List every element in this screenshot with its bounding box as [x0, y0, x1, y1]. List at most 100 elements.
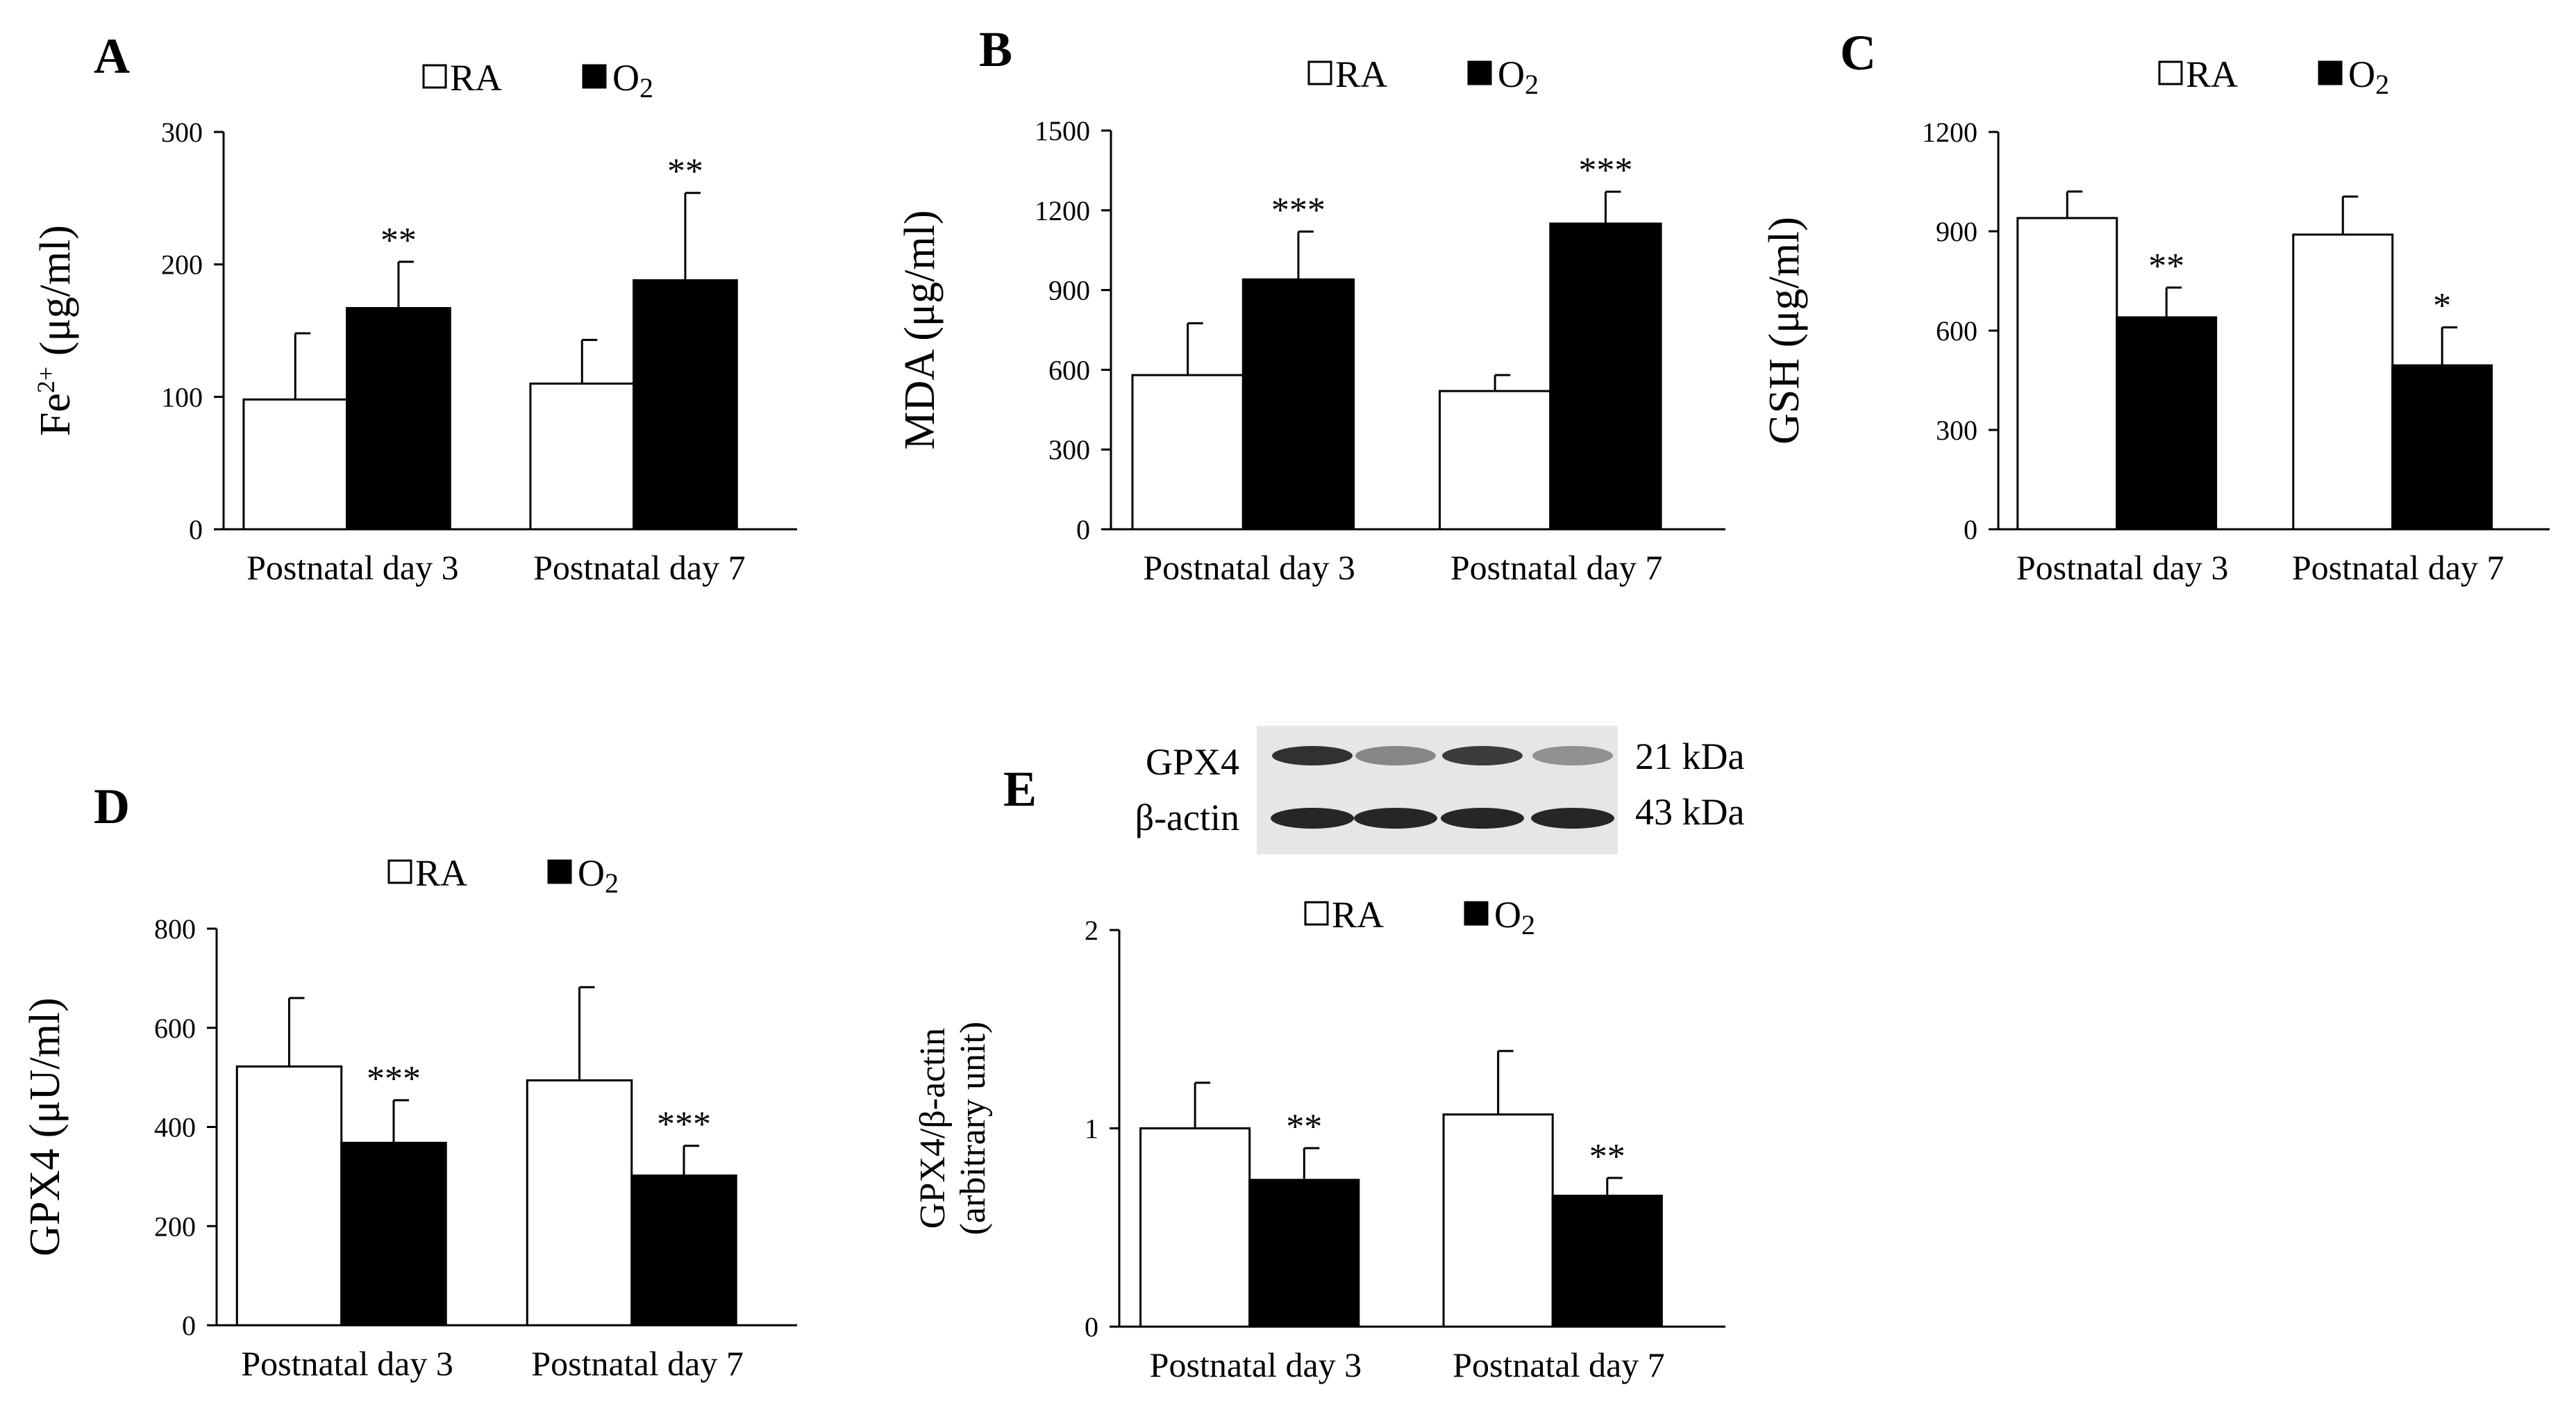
legend-label-o2: O2 — [1494, 894, 1535, 940]
y-tick-label: 0 — [189, 514, 203, 545]
legend-label-o2: O2 — [578, 852, 619, 899]
blot-band-actin — [1441, 808, 1524, 829]
y-axis-label-main: GPX4 (μU/ml) — [22, 997, 69, 1256]
blot-size-label: 43 kDa — [1635, 791, 1744, 833]
y-tick-label: 600 — [1048, 354, 1090, 385]
legend-label-ra: RA — [1332, 894, 1384, 936]
bar-o2-1 — [1241, 278, 1355, 531]
significance-label: ** — [1286, 1107, 1322, 1147]
legend-swatch-ra — [2158, 60, 2183, 85]
legend: RA O2 — [2158, 53, 2389, 100]
y-axis-label: GSH (μg/ml) — [1761, 217, 1808, 445]
legend-swatch-o2 — [1464, 901, 1489, 926]
y-tick-label: 2 — [1085, 915, 1098, 946]
bar-o2-2 — [1549, 222, 1662, 531]
y-axis-label-line2: (arbitrary unit) — [953, 1022, 993, 1236]
bar-ra-1 — [1131, 374, 1244, 531]
significance-label: ** — [667, 152, 703, 192]
y-tick-label: 0 — [1085, 1311, 1098, 1343]
legend-label-o2: O2 — [612, 57, 653, 103]
legend-label-o2-sub: 2 — [1521, 909, 1535, 940]
chart-panel-A: A 0 100 200 300 ** Postnatal day 3 ** Postnatal … — [32, 28, 797, 587]
legend-swatch-ra — [422, 64, 447, 89]
x-category-label: Postnatal day 7 — [1450, 548, 1663, 587]
bar-o2-2 — [630, 1174, 737, 1327]
blot-band-gpx4 — [1532, 746, 1613, 765]
bar-ra-1 — [235, 1065, 343, 1327]
legend-label-o2-main: O — [578, 852, 605, 894]
y-tick-label: 600 — [1936, 315, 1977, 347]
y-tick-label: 1200 — [1922, 117, 1977, 148]
x-category-label: Postnatal day 3 — [1150, 1345, 1362, 1384]
bar-ra-1 — [242, 398, 349, 531]
legend-label-o2: O2 — [1498, 53, 1539, 100]
x-category-label: Postnatal day 7 — [533, 548, 746, 587]
legend-swatch-ra — [1304, 901, 1329, 926]
x-category-label: Postnatal day 7 — [1453, 1345, 1665, 1384]
bar-o2-1 — [346, 307, 451, 531]
legend-label-o2-sub: 2 — [639, 72, 653, 103]
y-tick-label: 1200 — [1035, 195, 1090, 226]
significance-label: ** — [1589, 1137, 1625, 1177]
y-axis-label: MDA (μg/ml) — [896, 210, 944, 450]
blot-band-gpx4 — [1272, 746, 1353, 765]
y-tick-label: 0 — [182, 1310, 196, 1341]
x-category-label: Postnatal day 7 — [531, 1344, 744, 1383]
chart-panel-E: E 0 1 2 ** Postnatal day 3 ** Postnatal day 7 GP… — [913, 761, 1725, 1384]
significance-label: *** — [367, 1059, 421, 1099]
bar-ra-1 — [2016, 217, 2118, 531]
bar-ra-2 — [1442, 1113, 1554, 1328]
bar-ra-2 — [1438, 390, 1552, 531]
x-category-label: Postnatal day 3 — [241, 1344, 453, 1383]
chart-panel-C: C 0 300 600 900 1200 ** Postnatal day 3 * Postnat… — [1761, 25, 2550, 587]
significance-label: *** — [657, 1105, 711, 1145]
blot-band-gpx4 — [1442, 746, 1523, 765]
significance-label: ** — [380, 221, 417, 260]
y-tick-label: 300 — [1936, 415, 1977, 446]
legend: RA O2 — [1307, 53, 1539, 100]
x-category-label: Postnatal day 3 — [2016, 548, 2229, 587]
legend-label-ra: RA — [450, 57, 502, 99]
y-tick-label: 0 — [1076, 514, 1090, 545]
legend-label-o2-main: O — [1494, 894, 1521, 936]
y-tick-label: 300 — [1048, 434, 1090, 465]
chart-panel-D: D 0 200 400 600 800 *** Postnatal day 3 *** Postn… — [22, 779, 797, 1383]
legend-label-ra: RA — [415, 852, 467, 894]
blot-band-gpx4 — [1355, 746, 1436, 765]
bar-o2-2 — [1551, 1195, 1663, 1328]
significance-label: * — [2433, 286, 2451, 326]
y-axis-label-sup: 2+ — [32, 367, 60, 393]
y-tick-label: 0 — [1964, 514, 1977, 545]
bar-o2-1 — [2116, 316, 2218, 531]
bar-ra-2 — [529, 382, 635, 531]
legend-swatch-ra — [1307, 60, 1332, 85]
y-tick-label: 900 — [1936, 216, 1977, 247]
legend-label-o2-sub: 2 — [1525, 69, 1539, 100]
blot-band-actin — [1531, 808, 1614, 829]
blot-band-actin — [1271, 808, 1354, 829]
y-tick-label: 100 — [161, 381, 203, 413]
legend-label-o2-main: O — [1498, 53, 1525, 95]
significance-label: ** — [2148, 247, 2184, 286]
panel-letter: C — [1840, 25, 1876, 81]
bar-ra-1 — [1139, 1127, 1251, 1328]
panel-letter: A — [94, 28, 130, 84]
bar-ra-2 — [526, 1079, 633, 1327]
y-axis-label-main: Fe — [32, 393, 79, 436]
x-category-label: Postnatal day 3 — [246, 548, 459, 587]
blot-row-label: GPX4 — [1146, 741, 1239, 783]
bar-o2-2 — [2391, 364, 2493, 531]
legend: RA O2 — [387, 852, 619, 899]
y-axis-label: Fe2+ (μg/ml) — [32, 225, 79, 436]
y-tick-label: 300 — [161, 117, 203, 148]
blot-background — [1257, 726, 1618, 854]
blot-band-actin — [1354, 808, 1437, 829]
legend-swatch-ra — [387, 859, 412, 884]
legend-label-o2-main: O — [612, 57, 639, 99]
significance-label: *** — [1271, 190, 1325, 230]
blot-size-label: 21 kDa — [1635, 736, 1744, 777]
y-tick-label: 1 — [1085, 1113, 1098, 1145]
western-blot: GPX4 21 kDa β-actin 43 kDa — [1135, 726, 1744, 854]
bar-o2-1 — [340, 1141, 447, 1327]
